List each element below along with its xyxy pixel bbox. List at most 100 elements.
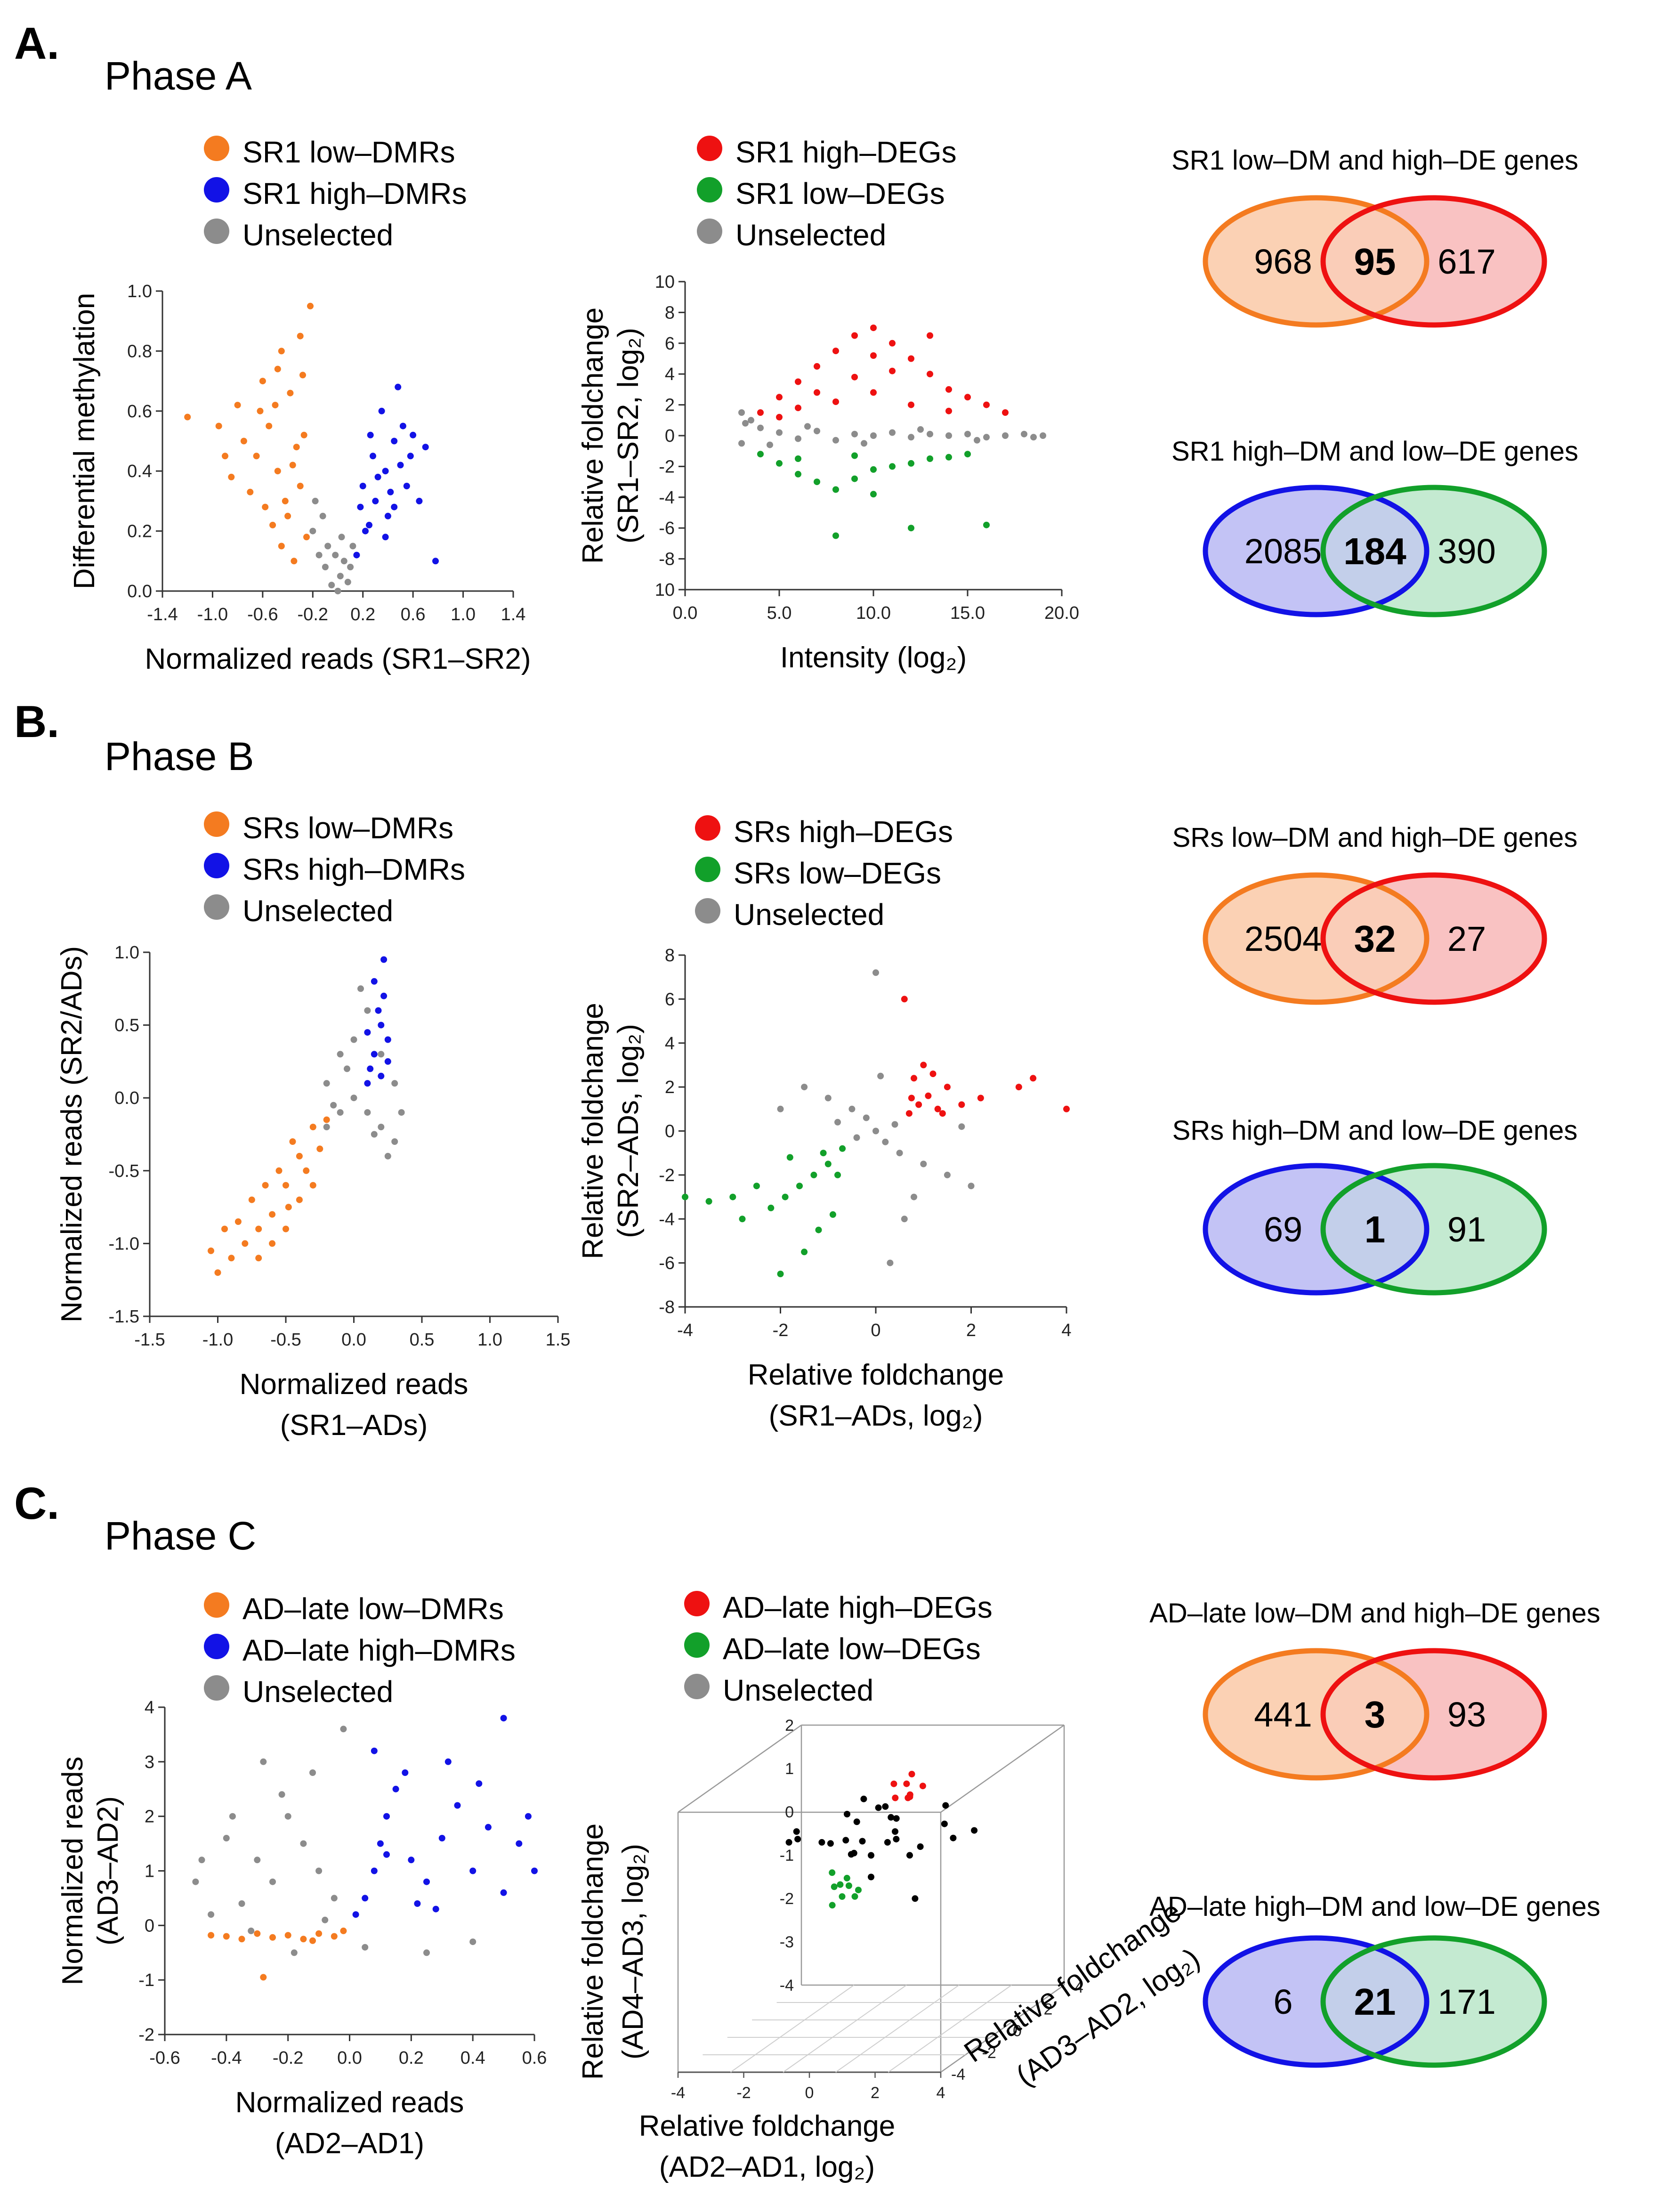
data-point <box>500 1889 507 1896</box>
data-point <box>293 444 300 451</box>
data-point <box>795 470 801 478</box>
cube-edge <box>940 1724 1065 1813</box>
data-point <box>820 1150 827 1157</box>
data-point <box>309 1769 316 1776</box>
data-point <box>423 1878 430 1885</box>
y-tick-label: 4 <box>145 1698 154 1718</box>
data-point <box>945 432 952 439</box>
data-point <box>901 996 908 1003</box>
data-point <box>315 1867 323 1874</box>
data-point <box>309 1124 316 1130</box>
venn-right-count: 617 <box>1438 242 1495 281</box>
data-point <box>804 423 811 430</box>
venn-left-outline <box>1203 1648 1430 1781</box>
data-point <box>757 409 764 416</box>
data-point <box>941 1820 948 1827</box>
y-axis-label-line2: (AD3–AD2) <box>92 1796 124 1946</box>
data-point <box>531 1867 538 1874</box>
data-point <box>289 1138 296 1145</box>
data-point <box>257 407 264 414</box>
data-point <box>977 1094 984 1102</box>
data-point <box>254 1857 261 1864</box>
data-point <box>423 1949 430 1956</box>
x-tick-label: -0.5 <box>270 1330 301 1350</box>
data-point <box>853 1818 860 1825</box>
y-tick-label: 8 <box>665 303 675 323</box>
data-point <box>839 1893 846 1900</box>
data-point <box>906 1793 913 1800</box>
data-point <box>364 1007 371 1014</box>
data-point <box>242 1240 249 1247</box>
y-tick-label: 0.8 <box>127 341 152 361</box>
data-point <box>371 1867 378 1874</box>
data-point <box>832 398 839 405</box>
y-tick-label: -1.5 <box>109 1307 139 1327</box>
data-point <box>837 1881 844 1888</box>
legend-marker-0 <box>204 136 229 161</box>
venn-overlap-fill <box>1323 198 1427 325</box>
data-point <box>283 1182 289 1189</box>
data-point <box>832 348 839 355</box>
data-point <box>384 1036 391 1043</box>
x-tick-label: -0.2 <box>298 605 328 624</box>
data-point <box>958 1101 965 1108</box>
data-point <box>234 402 241 409</box>
venn-title: AD–late low–DM and high–DE genes <box>1149 1598 1600 1629</box>
x-tick-label: 0.4 <box>460 2048 485 2068</box>
x-tick-label: 4 <box>937 2084 945 2102</box>
data-point <box>516 1840 523 1847</box>
y-tick-label: 1.0 <box>114 943 139 963</box>
data-point <box>269 1878 276 1885</box>
data-point <box>793 1828 800 1835</box>
y-axis-label: Normalized reads (SR2/ADs) <box>56 946 88 1322</box>
legend-label-0: AD–late high–DEGs <box>723 1590 993 1624</box>
data-point <box>322 1916 329 1923</box>
phase-b-venn-high-dm-low-de: SRs high–DM and low–DE genes 69 1 91 <box>1172 1115 1577 1296</box>
phase-a-venn-low-dm-high-de: SR1 low–DM and high–DE genes 968 95 617 <box>1171 145 1578 328</box>
x-tick-label: 0.6 <box>522 2048 547 2068</box>
data-point <box>260 1974 267 1981</box>
data-point <box>939 1110 946 1117</box>
data-point <box>407 453 414 460</box>
data-point <box>893 1836 900 1843</box>
legend-marker-2 <box>204 219 229 244</box>
data-point <box>892 1794 899 1801</box>
data-point <box>362 527 369 535</box>
data-point <box>392 1785 399 1792</box>
legend-marker-2 <box>204 894 229 920</box>
data-point <box>382 534 389 541</box>
legend-label-1: SRs high–DMRs <box>242 852 465 886</box>
data-point <box>372 497 379 504</box>
data-point <box>824 1160 832 1167</box>
y-tick-label: 0.4 <box>127 462 152 481</box>
x-tick-label: -4 <box>671 2084 685 2102</box>
data-point <box>272 402 279 409</box>
data-point <box>340 558 347 565</box>
y-tick-label: -2 <box>659 457 675 477</box>
data-point <box>832 532 839 539</box>
data-point <box>337 1109 344 1116</box>
data-point <box>795 435 801 442</box>
data-point <box>958 1123 965 1130</box>
data-point <box>215 422 222 430</box>
legend-marker-2 <box>695 898 720 924</box>
floor-grid-line <box>730 1985 855 2073</box>
data-point <box>366 521 372 528</box>
data-point <box>334 588 341 594</box>
data-point <box>300 431 307 438</box>
venn-overlap-count: 184 <box>1343 530 1406 572</box>
data-point <box>786 1154 793 1161</box>
x-tick-label: -0.2 <box>273 2048 303 2068</box>
y-tick-label: 6 <box>665 334 675 354</box>
data-point <box>903 1780 910 1787</box>
data-point <box>908 1771 915 1777</box>
data-point <box>814 363 820 370</box>
data-point <box>278 1791 285 1798</box>
data-point <box>944 1171 951 1178</box>
panel-b-title: Phase B <box>105 734 254 778</box>
data-point <box>848 1105 856 1112</box>
data-point <box>387 488 394 495</box>
data-point <box>332 551 339 559</box>
data-point <box>255 1225 262 1232</box>
data-point <box>944 1084 951 1091</box>
